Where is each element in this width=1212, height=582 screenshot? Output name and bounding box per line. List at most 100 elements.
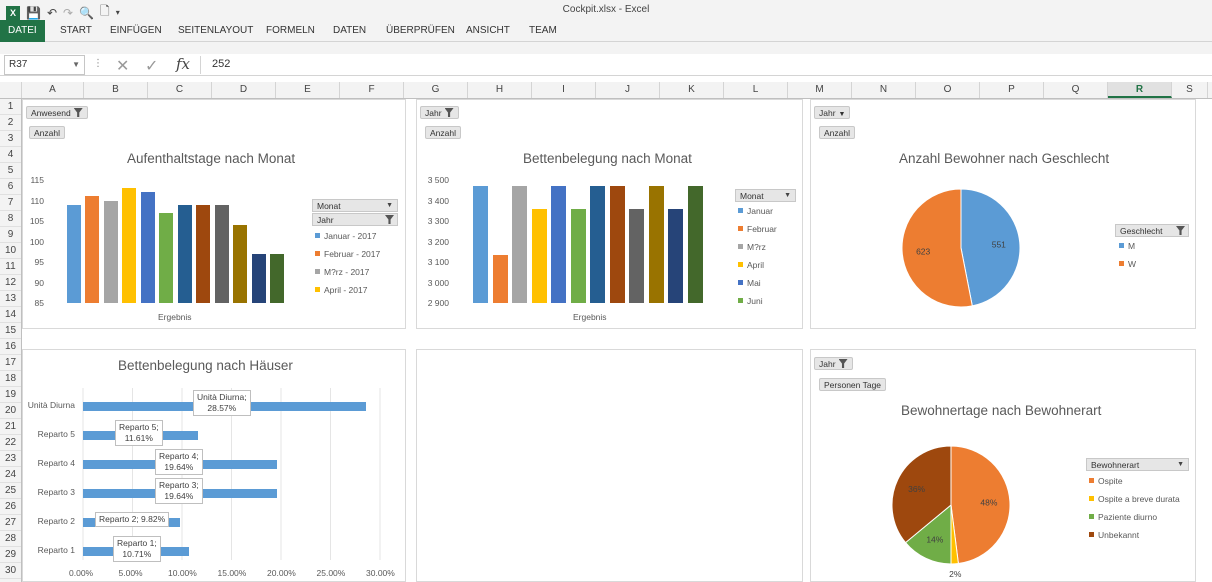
pie-slice[interactable] xyxy=(960,188,1021,307)
bar[interactable] xyxy=(269,253,284,303)
bar[interactable] xyxy=(67,204,81,303)
chevron-down-icon[interactable]: ▼ xyxy=(72,60,80,69)
bar[interactable] xyxy=(85,196,100,303)
row-header[interactable]: 16 xyxy=(0,339,21,355)
pie-slice[interactable] xyxy=(904,503,952,565)
row-header[interactable]: 24 xyxy=(0,467,21,483)
legend-button-bewohnerart[interactable]: Bewohnerart ▼ xyxy=(1086,458,1189,471)
legend-item[interactable]: April xyxy=(738,260,764,270)
row-header[interactable]: 11 xyxy=(0,259,21,275)
legend-button-monat[interactable]: Monat ▼ xyxy=(735,189,796,202)
row-header[interactable]: 23 xyxy=(0,451,21,467)
tab-team[interactable]: TEAM xyxy=(529,25,557,36)
bar[interactable] xyxy=(473,185,488,303)
row-header[interactable]: 2 xyxy=(0,115,21,131)
row-header[interactable]: 1 xyxy=(0,99,21,115)
legend-item[interactable]: April - 2017 xyxy=(315,285,367,295)
bar[interactable] xyxy=(196,204,211,303)
bar[interactable] xyxy=(687,185,703,303)
redo-icon[interactable]: ↷ xyxy=(63,5,74,20)
bar[interactable] xyxy=(214,204,229,303)
bar[interactable] xyxy=(648,185,664,303)
cancel-icon[interactable]: ✕ xyxy=(116,58,130,75)
column-header-l[interactable]: L xyxy=(724,82,788,98)
column-header-n[interactable]: N xyxy=(852,82,916,98)
row-header[interactable]: 30 xyxy=(0,563,21,579)
print-preview-icon[interactable]: 🔍 xyxy=(79,5,95,20)
row-header[interactable]: 28 xyxy=(0,531,21,547)
bar[interactable] xyxy=(233,225,248,303)
bar[interactable] xyxy=(140,192,155,303)
bar[interactable] xyxy=(177,204,192,303)
legend-item[interactable]: M xyxy=(1119,241,1135,251)
row-header[interactable]: 29 xyxy=(0,547,21,563)
row-header[interactable]: 27 xyxy=(0,515,21,531)
legend-button-monat[interactable]: Monat ▼ xyxy=(312,199,398,212)
value-button-personen-tage[interactable]: Personen Tage xyxy=(819,378,887,391)
bar[interactable] xyxy=(122,188,137,303)
row-header[interactable]: 10 xyxy=(0,243,21,259)
tab-start[interactable]: START xyxy=(60,25,92,36)
row-header[interactable]: 17 xyxy=(0,355,21,371)
legend-item[interactable]: Unbekannt xyxy=(1089,530,1139,540)
bar[interactable] xyxy=(159,212,174,303)
legend-item[interactable]: M?rz xyxy=(738,242,766,252)
column-header-p[interactable]: P xyxy=(980,82,1044,98)
value-button-anzahl[interactable]: Anzahl xyxy=(425,126,461,139)
tab-einfuegen[interactable]: EINFÜGEN xyxy=(110,25,162,36)
tab-ueberpruefen[interactable]: ÜBERPRÜFEN xyxy=(386,25,455,36)
pie-slice[interactable] xyxy=(950,445,1011,565)
column-header-h[interactable]: H xyxy=(468,82,532,98)
row-header[interactable]: 12 xyxy=(0,275,21,291)
row-header[interactable]: 5 xyxy=(0,163,21,179)
row-header[interactable]: 19 xyxy=(0,387,21,403)
value-button-anzahl[interactable]: Anzahl xyxy=(819,126,855,139)
insert-function-icon[interactable]: fx xyxy=(176,55,191,73)
row-header[interactable]: 18 xyxy=(0,371,21,387)
legend-item[interactable]: Februar xyxy=(738,224,777,234)
legend-item[interactable]: Ospite a breve durata xyxy=(1089,494,1180,504)
row-header[interactable]: 21 xyxy=(0,419,21,435)
legend-button-jahr[interactable]: Jahr xyxy=(312,213,398,226)
legend-item[interactable]: Mai xyxy=(738,278,761,288)
legend-item[interactable]: Januar - 2017 xyxy=(315,231,376,241)
formula-input[interactable]: 252 xyxy=(212,58,231,70)
tab-datei[interactable]: DATEI xyxy=(0,20,45,42)
pie-slice[interactable] xyxy=(891,445,952,544)
row-header[interactable]: 8 xyxy=(0,211,21,227)
chart-aufenthaltstage[interactable]: Anwesend Anzahl Aufenthaltstage nach Mon… xyxy=(22,99,406,329)
filter-button-jahr[interactable]: Jahr xyxy=(420,106,459,119)
legend-item[interactable]: Januar xyxy=(738,206,773,216)
filter-button-anwesend[interactable]: Anwesend xyxy=(26,106,88,119)
column-header-c[interactable]: C xyxy=(148,82,212,98)
bar[interactable] xyxy=(668,208,683,303)
column-header-a[interactable]: A xyxy=(22,82,84,98)
chart-bettenbelegung-haeuser[interactable]: Bettenbelegung nach Häuser 0.00% 5.00% 10.… xyxy=(22,349,406,582)
more-options-icon[interactable]: ⋮ xyxy=(93,58,103,69)
column-header-m[interactable]: M xyxy=(788,82,852,98)
bar[interactable] xyxy=(492,254,508,303)
column-header-j[interactable]: J xyxy=(596,82,660,98)
customize-toolbar-icon[interactable]: ▾ xyxy=(115,8,120,17)
legend-item[interactable]: M?rz - 2017 xyxy=(315,267,369,277)
column-header-i[interactable]: I xyxy=(532,82,596,98)
chart-bewohner-geschlecht[interactable]: Jahr ▼ Anzahl Anzahl Bewohner nach Geschl… xyxy=(810,99,1196,329)
column-header-g[interactable]: G xyxy=(404,82,468,98)
column-header-q[interactable]: Q xyxy=(1044,82,1108,98)
save-icon[interactable]: 💾 xyxy=(26,5,41,20)
row-header[interactable]: 3 xyxy=(0,131,21,147)
bar[interactable] xyxy=(251,253,266,303)
column-header-o[interactable]: O xyxy=(916,82,980,98)
tab-ansicht[interactable]: ANSICHT xyxy=(466,25,510,36)
row-header[interactable]: 15 xyxy=(0,323,21,339)
tab-formeln[interactable]: FORMELN xyxy=(266,25,315,36)
select-all-corner[interactable] xyxy=(0,82,22,98)
row-header[interactable]: 22 xyxy=(0,435,21,451)
row-header[interactable]: 9 xyxy=(0,227,21,243)
legend-button-geschlecht[interactable]: Geschlecht xyxy=(1115,224,1189,237)
column-header-d[interactable]: D xyxy=(212,82,276,98)
legend-item[interactable]: Juni xyxy=(738,296,763,306)
column-header-s[interactable]: S xyxy=(1172,82,1208,98)
name-box[interactable]: R37 ▼ xyxy=(4,55,85,75)
value-button-anzahl[interactable]: Anzahl xyxy=(29,126,65,139)
